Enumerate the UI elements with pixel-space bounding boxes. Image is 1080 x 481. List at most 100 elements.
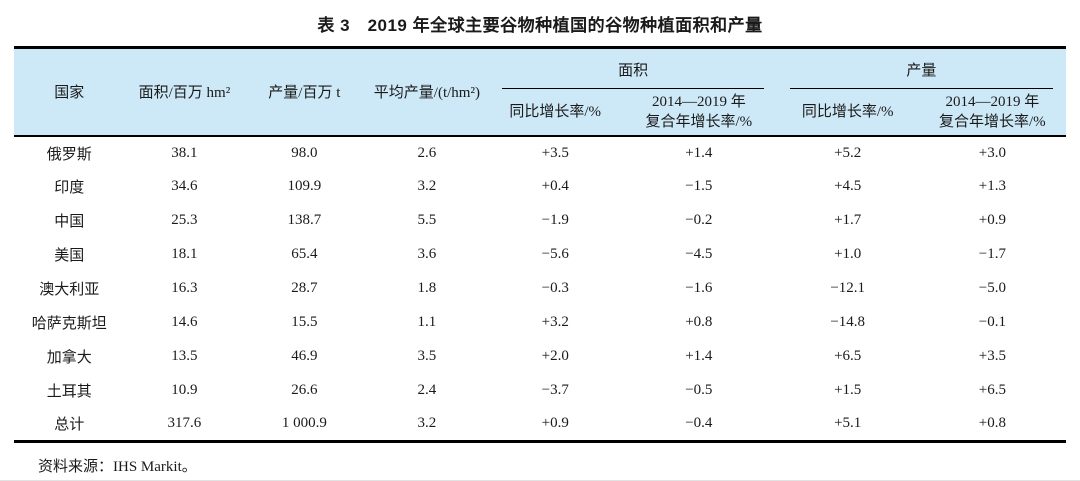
table-row: 澳大利亚 16.3 28.7 1.8 −0.3 −1.6 −12.1 −5.0 [14,272,1066,306]
header-total-area: 面积/百万 hm² [124,47,245,137]
cell-area-yoy: −5.6 [541,246,569,262]
cell-prod-cagr: +0.9 [978,212,1006,228]
cell-prod-cagr: +6.5 [978,382,1006,398]
cell-prod-yoy: −14.8 [830,314,866,330]
cell-area-yoy: −3.7 [541,382,569,398]
cell-production: 26.6 [291,382,318,398]
header-group-row: 国家 面积/百万 hm² 产量/百万 t 平均产量/(t/hm²) 面积 产量 [14,47,1066,137]
production-cagr-line1: 2014—2019 年 [945,93,1040,110]
cell-prod-cagr: −1.7 [978,246,1006,262]
cell-production: 138.7 [287,212,322,228]
table-title: 表 3 2019 年全球主要谷物种植国的谷物种植面积和产量 [317,16,763,35]
cell-prod-yoy: +1.7 [834,212,862,228]
cell-area-cagr: −1.6 [685,280,713,296]
cell-country: 总计 [54,417,85,434]
cell-production: 15.5 [291,314,318,330]
cell-area: 25.3 [171,212,198,228]
cell-prod-yoy: +1.0 [834,246,862,262]
table-row: 土耳其 10.9 26.6 2.4 −3.7 −0.5 +1.5 +6.5 [14,374,1066,408]
cell-country: 印度 [54,180,85,196]
table-row: 中国 25.3 138.7 5.5 −1.9 −0.2 +1.7 +0.9 [14,204,1066,238]
cell-prod-yoy: +5.1 [834,415,862,432]
cell-area-cagr: +0.8 [685,314,713,330]
cell-area-yoy: +3.2 [541,314,569,330]
cell-avg-yield: 1.8 [417,280,437,296]
cell-avg-yield: 5.5 [417,212,437,228]
header-area-group: 面积 [489,47,777,89]
cell-country: 俄罗斯 [46,146,92,163]
grain-data-table: 国家 面积/百万 hm² 产量/百万 t 平均产量/(t/hm²) 面积 产量 … [14,46,1066,443]
cell-country: 加拿大 [46,350,92,366]
cell-area-yoy: +0.9 [541,415,569,432]
cell-area: 14.6 [171,314,198,330]
cell-area-cagr: −1.5 [685,178,713,194]
table-row: 印度 34.6 109.9 3.2 +0.4 −1.5 +4.5 +1.3 [14,170,1066,204]
cell-avg-yield: 2.4 [417,382,437,398]
header-production-cagr: 2014—2019 年 复合年增长率/% [918,88,1066,137]
header-avg-yield: 平均产量/(t/hm²) [364,47,490,137]
cell-avg-yield: 1.1 [417,314,437,330]
cell-area-yoy: +3.5 [541,144,569,161]
cell-avg-yield: 3.2 [417,415,437,432]
table-body: 俄罗斯 38.1 98.0 2.6 +3.5 +1.4 +5.2 +3.0 印度 34.6 109.… [14,136,1066,442]
cell-prod-cagr: +1.3 [978,178,1006,194]
cell-country: 中国 [54,214,85,230]
cell-production: 1 000.9 [281,415,327,432]
table-row: 哈萨克斯坦 14.6 15.5 1.1 +3.2 +0.8 −14.8 −0.1 [14,306,1066,340]
cell-area-cagr: −0.4 [685,415,713,432]
cell-country: 美国 [54,248,85,264]
cell-area-yoy: −1.9 [541,212,569,228]
header-area-yoy: 同比增长率/% [489,88,621,137]
table-row: 美国 18.1 65.4 3.6 −5.6 −4.5 +1.0 −1.7 [14,238,1066,272]
area-group-label: 面积 [502,50,764,89]
cell-avg-yield: 3.5 [417,348,437,364]
table-row: 总计 317.6 1 000.9 3.2 +0.9 −0.4 +5.1 +0.8 [14,408,1066,442]
table-row: 加拿大 13.5 46.9 3.5 +2.0 +1.4 +6.5 +3.5 [14,340,1066,374]
cell-production: 46.9 [291,348,318,364]
cell-prod-yoy: +4.5 [834,178,862,194]
cell-area-cagr: +1.4 [685,348,713,364]
area-cagr-line2: 复合年增长率/% [645,113,753,130]
cell-avg-yield: 2.6 [417,144,437,161]
cell-area: 38.1 [171,144,198,161]
cell-avg-yield: 3.2 [417,178,437,194]
cell-prod-yoy: +6.5 [834,348,862,364]
cell-area-cagr: +1.4 [685,144,713,161]
production-group-label: 产量 [789,50,1053,89]
header-total-production: 产量/百万 t [244,47,365,137]
cell-prod-cagr: +3.0 [978,144,1006,161]
cell-country: 土耳其 [46,384,92,400]
cell-area: 13.5 [171,348,198,364]
table-container: 国家 面积/百万 hm² 产量/百万 t 平均产量/(t/hm²) 面积 产量 … [14,46,1066,443]
cell-prod-cagr: −5.0 [978,280,1006,296]
area-cagr-line1: 2014—2019 年 [651,93,746,110]
production-cagr-line2: 复合年增长率/% [939,113,1046,130]
cell-prod-yoy: −12.1 [830,280,866,296]
table-header: 国家 面积/百万 hm² 产量/百万 t 平均产量/(t/hm²) 面积 产量 … [14,47,1066,137]
cell-area-yoy: −0.3 [541,280,569,296]
header-production-group: 产量 [776,47,1066,89]
cell-area: 317.6 [167,415,202,432]
header-sub-row: 同比增长率/% 2014—2019 年 复合年增长率/% 同比增长率/% 201… [14,88,1066,137]
header-country: 国家 [14,47,125,137]
cell-area: 18.1 [171,246,198,262]
cell-area-cagr: −4.5 [685,246,713,262]
cell-prod-cagr: +3.5 [978,348,1006,364]
cell-production: 98.0 [291,144,318,161]
cell-area: 10.9 [171,382,198,398]
cell-production: 65.4 [291,246,318,262]
cell-area-cagr: −0.2 [685,212,713,228]
cell-production: 28.7 [291,280,318,296]
header-production-yoy: 同比增长率/% [776,88,919,137]
cell-country: 哈萨克斯坦 [31,316,107,332]
cell-prod-yoy: +5.2 [834,144,862,161]
cell-prod-cagr: +0.8 [978,415,1006,432]
cell-country: 澳大利亚 [39,282,100,298]
header-area-cagr: 2014—2019 年 复合年增长率/% [620,88,777,137]
cell-avg-yield: 3.6 [417,246,437,262]
cell-area-cagr: −0.5 [685,382,713,398]
cell-production: 109.9 [287,178,322,194]
cell-area-yoy: +2.0 [541,348,569,364]
source-note: 资料来源：IHS Markit。 [38,459,197,475]
